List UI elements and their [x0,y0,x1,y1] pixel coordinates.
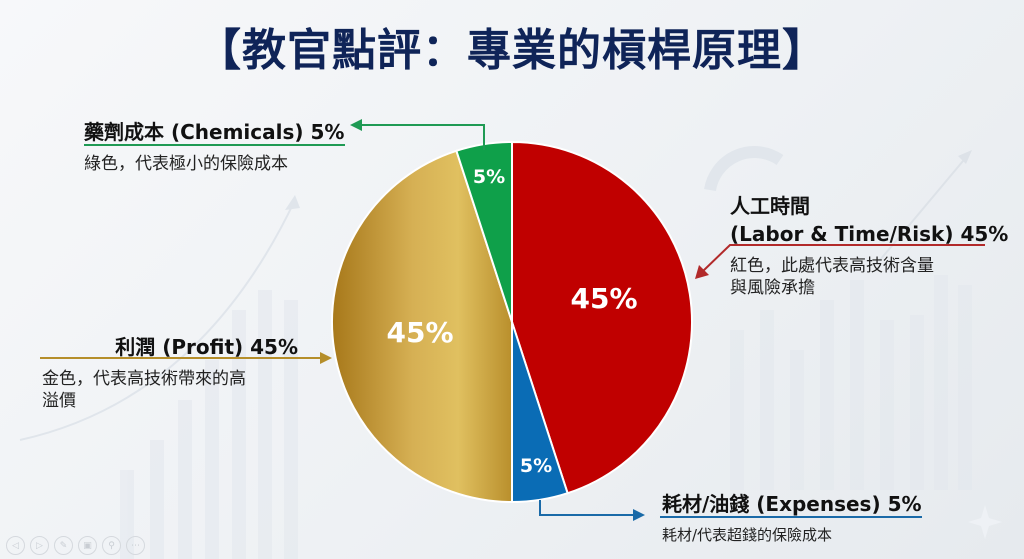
prev-slide-icon[interactable]: ◁ [6,536,25,555]
leader-line-labor [701,244,985,273]
label-labor-desc-1: 紅色，此處代表高技術含量 [730,256,934,276]
label-profit-desc-1: 金色，代表高技術帶來的高 [42,369,246,389]
legend-label-labor: 人工時間 (Labor & Time/Risk) 45% 紅色，此處代表高技術含… [730,190,1008,299]
leader-line-chemicals [360,124,485,150]
more-icon[interactable]: ⋯ [126,536,145,555]
zoom-icon[interactable]: ⚲ [102,536,121,555]
next-slide-icon[interactable]: ▷ [30,536,49,555]
label-expenses-head: 耗材/油錢 (Expenses) 5% [662,492,922,516]
label-labor-head-2: (Labor & Time/Risk) 45% [730,222,1009,246]
label-chemicals-desc: 綠色，代表極小的保險成本 [84,154,288,174]
legend-label-chemicals: 藥劑成本 (Chemicals) 5% 綠色，代表極小的保險成本 [84,116,344,175]
pie-slice-profit [331,149,513,504]
label-profit-head: 利潤 (Profit) 45% [115,335,298,359]
slides-icon[interactable]: ▣ [78,536,97,555]
label-labor-desc-2: 與風險承擔 [730,278,815,298]
pie-slice-labor [511,140,693,495]
label-chemicals-head: 藥劑成本 (Chemicals) 5% [84,120,345,144]
label-labor-head-1: 人工時間 [730,194,810,218]
slice-label-profit: 45% [386,316,453,349]
label-expenses-desc: 耗材/代表超錢的保險成本 [662,526,833,544]
slice-label-labor: 45% [570,282,637,315]
leader-line-expenses [539,500,635,516]
slice-label-expenses: 5% [520,455,552,477]
label-profit-desc-2: 溢價 [42,391,76,411]
legend-label-expenses: 耗材/油錢 (Expenses) 5% 耗材/代表超錢的保險成本 [662,488,922,546]
presentation-toolbar: ◁ ▷ ✎ ▣ ⚲ ⋯ [6,536,145,555]
pen-icon[interactable]: ✎ [54,536,73,555]
legend-label-profit: 利潤 (Profit) 45% 金色，代表高技術帶來的高 溢價 [42,331,312,412]
page-title: 【教官點評：專業的槓桿原理】 [197,25,827,76]
slice-label-chemicals: 5% [473,166,505,188]
